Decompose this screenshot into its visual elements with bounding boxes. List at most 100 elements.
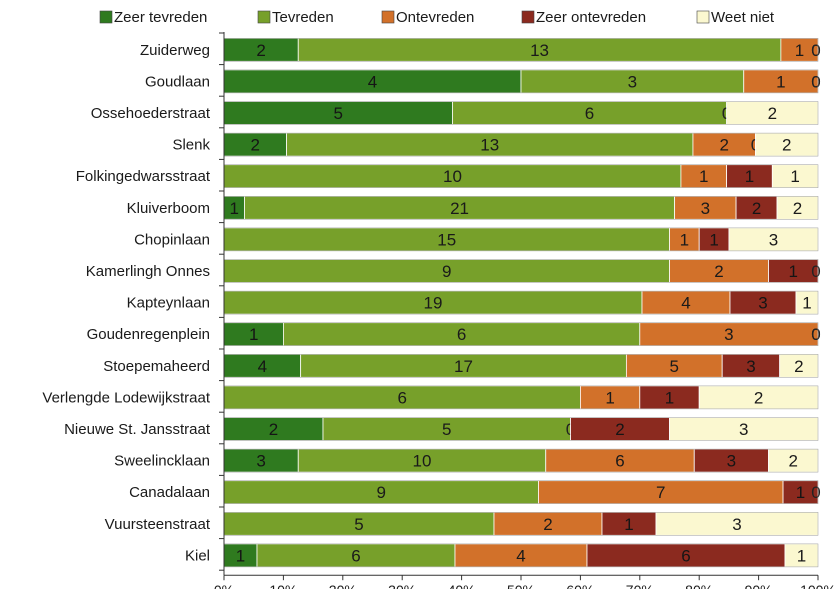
- x-tick-label-2: 20%: [329, 582, 357, 589]
- data-label-canadalaan-weet-niet: 0: [811, 483, 820, 502]
- data-label-sweelincklaan-weet-niet: 2: [789, 452, 798, 471]
- x-tick-label-0: 0%: [214, 582, 234, 589]
- legend-label-tevreden: Tevreden: [272, 9, 334, 26]
- data-label-folkingedwarsstraat-tevreden: 10: [443, 167, 462, 186]
- data-label-goudlaan-zeer-tevreden: 4: [368, 72, 377, 91]
- data-label-kluiverboom-zeer-tevreden: 1: [230, 199, 239, 218]
- category-label-zuiderweg: Zuiderweg: [140, 42, 210, 59]
- data-label-slenk-tevreden: 13: [480, 136, 499, 155]
- data-label-vuursteenstraat-tevreden: 5: [354, 515, 363, 534]
- data-label-ossehoederstraat-tevreden: 6: [585, 104, 594, 123]
- legend-swatch-zeer-ontevreden: [521, 10, 535, 24]
- data-label-goudlaan-zeer-ontevreden: 0: [811, 72, 820, 91]
- data-label-stoepemaheerd-ontevreden: 5: [670, 357, 679, 376]
- category-label-slenk: Slenk: [172, 137, 210, 154]
- data-label-kapteynlaan-tevreden: 19: [424, 294, 443, 313]
- category-label-chopinlaan: Chopinlaan: [134, 231, 210, 248]
- data-label-sweelincklaan-ontevreden: 6: [615, 452, 624, 471]
- data-label-goudlaan-ontevreden: 1: [776, 72, 785, 91]
- data-label-kapteynlaan-zeer-ontevreden: 3: [758, 294, 767, 313]
- category-label-vuursteenstraat: Vuursteenstraat: [105, 516, 211, 533]
- data-label-chopinlaan-tevreden: 15: [437, 230, 456, 249]
- data-label-verlengde-lodewijkstraat-zeer-ontevreden: 1: [665, 388, 674, 407]
- category-label-kluiverboom: Kluiverboom: [127, 200, 210, 217]
- data-label-zuiderweg-tevreden: 13: [530, 41, 549, 60]
- legend-swatch-ontevreden: [381, 10, 395, 24]
- data-label-goudenregenplein-weet-niet: 0: [811, 325, 820, 344]
- data-label-goudenregenplein-ontevreden: 3: [724, 325, 733, 344]
- category-label-verlengde-lodewijkstraat: Verlengde Lodewijkstraat: [42, 389, 210, 406]
- x-tick-label-9: 90%: [745, 582, 773, 589]
- data-label-kluiverboom-ontevreden: 3: [701, 199, 710, 218]
- legend-swatch-tevreden: [257, 10, 271, 24]
- category-label-goudenregenplein: Goudenregenplein: [87, 326, 210, 343]
- x-tick-label-1: 10%: [269, 582, 297, 589]
- data-label-zuiderweg-weet-niet: 0: [811, 41, 820, 60]
- legend-label-ontevreden: Ontevreden: [396, 9, 474, 26]
- data-label-zuiderweg-zeer-ontevreden: 0: [811, 41, 820, 60]
- category-label-ossehoederstraat: Ossehoederstraat: [91, 105, 211, 122]
- x-tick-label-3: 30%: [388, 582, 416, 589]
- data-label-kamerlingh-onnes-tevreden: 9: [442, 262, 451, 281]
- data-label-slenk-zeer-tevreden: 2: [251, 136, 260, 155]
- category-label-canadalaan: Canadalaan: [129, 484, 210, 501]
- data-label-canadalaan-ontevreden: 7: [656, 483, 665, 502]
- data-label-goudenregenplein-tevreden: 6: [457, 325, 466, 344]
- category-label-nieuwe-st-jansstraat: Nieuwe St. Jansstraat: [64, 421, 211, 438]
- data-label-kiel-weet-niet: 1: [797, 546, 806, 565]
- data-label-zuiderweg-ontevreden: 1: [795, 41, 804, 60]
- data-label-canadalaan-zeer-ontevreden: 1: [796, 483, 805, 502]
- data-label-canadalaan-tevreden: 9: [377, 483, 386, 502]
- data-label-sweelincklaan-zeer-tevreden: 3: [256, 452, 265, 471]
- data-label-kiel-zeer-tevreden: 1: [236, 546, 245, 565]
- data-label-vuursteenstraat-zeer-ontevreden: 1: [624, 515, 633, 534]
- axes: Zuiderweg Goudlaan Ossehoederstraat Slenk Fo…: [42, 32, 836, 589]
- data-label-slenk-weet-niet: 2: [782, 136, 791, 155]
- legend-label-zeer-ontevreden: Zeer ontevreden: [536, 9, 646, 26]
- legend-swatch-weet-niet: [696, 10, 710, 24]
- category-label-sweelincklaan: Sweelincklaan: [114, 453, 210, 470]
- data-label-kluiverboom-tevreden: 21: [450, 199, 469, 218]
- legend-swatch-zeer-tevreden: [99, 10, 113, 24]
- data-label-goudenregenplein-zeer-ontevreden: 0: [811, 325, 820, 344]
- data-label-folkingedwarsstraat-weet-niet: 1: [790, 167, 799, 186]
- category-label-kamerlingh-onnes: Kamerlingh Onnes: [86, 263, 210, 280]
- data-label-verlengde-lodewijkstraat-ontevreden: 1: [605, 388, 614, 407]
- data-label-folkingedwarsstraat-ontevreden: 1: [699, 167, 708, 186]
- data-label-kluiverboom-weet-niet: 2: [793, 199, 802, 218]
- x-tick-label-8: 80%: [685, 582, 713, 589]
- data-label-ossehoederstraat-weet-niet: 2: [768, 104, 777, 123]
- data-label-kamerlingh-onnes-zeer-ontevreden: 1: [789, 262, 798, 281]
- category-label-stoepemaheerd: Stoepemaheerd: [103, 358, 210, 375]
- data-label-goudlaan-tevreden: 3: [628, 72, 637, 91]
- data-label-kapteynlaan-ontevreden: 4: [681, 294, 690, 313]
- data-label-stoepemaheerd-tevreden: 17: [454, 357, 473, 376]
- category-label-goudlaan: Goudlaan: [145, 73, 210, 90]
- data-label-stoepemaheerd-weet-niet: 2: [794, 357, 803, 376]
- data-label-verlengde-lodewijkstraat-weet-niet: 2: [754, 388, 763, 407]
- x-tick-label-10: 100%: [800, 582, 836, 589]
- data-label-folkingedwarsstraat-zeer-ontevreden: 1: [745, 167, 754, 186]
- data-label-chopinlaan-weet-niet: 3: [769, 230, 778, 249]
- data-label-sweelincklaan-zeer-ontevreden: 3: [727, 452, 736, 471]
- category-label-folkingedwarsstraat: Folkingedwarsstraat: [76, 168, 211, 185]
- x-tick-label-7: 70%: [626, 582, 654, 589]
- data-label-nieuwe-st-jansstraat-zeer-ontevreden: 2: [615, 420, 624, 439]
- data-label-vuursteenstraat-ontevreden: 2: [543, 515, 552, 534]
- data-label-goudenregenplein-zeer-tevreden: 1: [249, 325, 258, 344]
- legend: Zeer tevreden Tevreden Ontevreden Zeer onte…: [99, 9, 775, 26]
- data-label-chopinlaan-ontevreden: 1: [680, 230, 689, 249]
- legend-label-weet-niet: Weet niet: [711, 9, 775, 26]
- data-label-kamerlingh-onnes-weet-niet: 0: [811, 262, 820, 281]
- x-tick-label-6: 60%: [566, 582, 594, 589]
- data-label-stoepemaheerd-zeer-ontevreden: 3: [746, 357, 755, 376]
- data-label-kapteynlaan-weet-niet: 1: [802, 294, 811, 313]
- data-label-vuursteenstraat-weet-niet: 3: [732, 515, 741, 534]
- data-label-chopinlaan-zeer-ontevreden: 1: [709, 230, 718, 249]
- data-label-nieuwe-st-jansstraat-tevreden: 5: [442, 420, 451, 439]
- category-label-kiel: Kiel: [185, 547, 210, 564]
- data-label-kamerlingh-onnes-ontevreden: 2: [714, 262, 723, 281]
- x-tick-label-5: 50%: [507, 582, 535, 589]
- data-label-kluiverboom-zeer-ontevreden: 2: [752, 199, 761, 218]
